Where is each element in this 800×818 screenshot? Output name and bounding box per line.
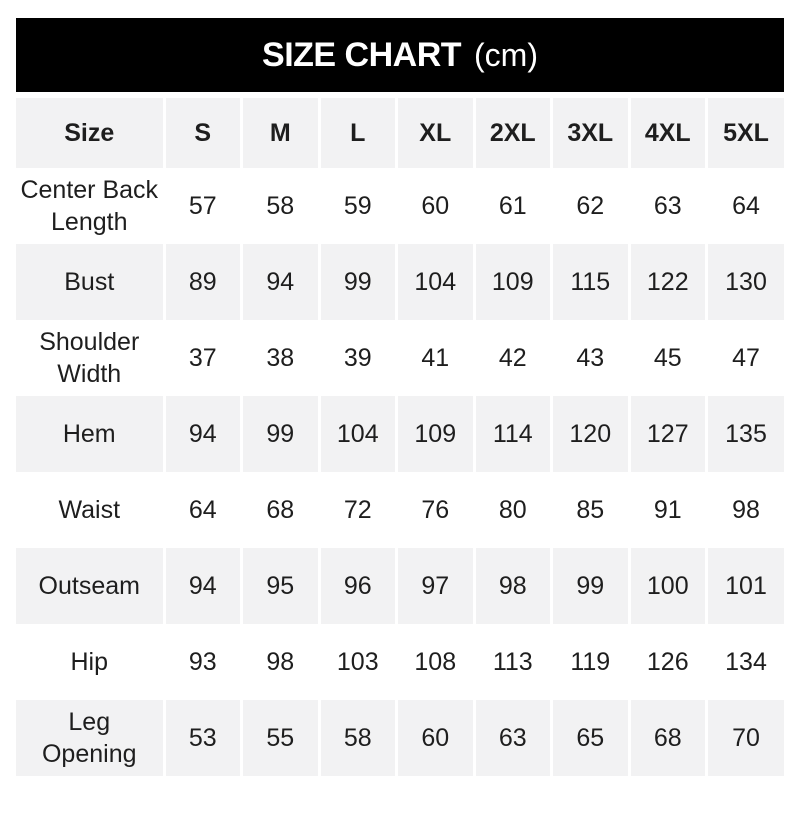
size-value: 97 — [395, 548, 474, 624]
size-value: 103 — [317, 624, 397, 700]
size-value: 61 — [472, 168, 552, 244]
size-value: 42 — [472, 320, 552, 396]
size-value: 98 — [472, 548, 552, 624]
row-label: Hem — [16, 396, 164, 472]
size-value: 108 — [395, 624, 474, 700]
size-value: 119 — [550, 624, 629, 700]
banner-title: SIZE CHART — [262, 35, 462, 74]
size-value: 104 — [317, 396, 397, 472]
table-row: Leg Opening 53 55 58 60 63 65 68 70 — [16, 700, 784, 776]
table-row: Bust 89 94 99 104 109 115 122 130 — [16, 244, 784, 320]
size-value: 101 — [705, 548, 784, 624]
size-value: 99 — [317, 244, 397, 320]
column-header: S — [162, 98, 242, 168]
table-row: Outseam 94 95 96 97 98 99 100 101 — [16, 548, 784, 624]
size-value: 59 — [317, 168, 397, 244]
size-value: 58 — [240, 168, 319, 244]
size-value: 99 — [240, 396, 319, 472]
row-label: Center Back Length — [20, 175, 159, 237]
row-label: Outseam — [16, 548, 164, 624]
size-value: 72 — [317, 472, 397, 548]
size-value: 94 — [162, 548, 242, 624]
size-value: 122 — [627, 244, 707, 320]
size-value: 104 — [395, 244, 474, 320]
banner-unit: (cm) — [474, 36, 538, 73]
size-value: 114 — [472, 396, 552, 472]
size-value: 130 — [705, 244, 784, 320]
size-value: 37 — [162, 320, 242, 396]
size-value: 62 — [550, 168, 629, 244]
size-value: 127 — [627, 396, 707, 472]
size-value: 109 — [395, 396, 474, 472]
size-value: 93 — [162, 624, 242, 700]
size-value: 68 — [240, 472, 319, 548]
size-value: 98 — [705, 472, 784, 548]
row-label: Bust — [16, 244, 164, 320]
table-row: Waist 64 68 72 76 80 85 91 98 — [16, 472, 784, 548]
table-row: Hem 94 99 104 109 114 120 127 135 — [16, 396, 784, 472]
table-row: Shoulder Width 37 38 39 41 42 43 45 47 — [16, 320, 784, 396]
size-value: 113 — [472, 624, 552, 700]
corner-header-size: Size — [16, 98, 164, 168]
size-value: 96 — [317, 548, 397, 624]
size-value: 58 — [317, 700, 397, 776]
size-value: 63 — [627, 168, 707, 244]
size-value: 38 — [240, 320, 319, 396]
size-value: 94 — [162, 396, 242, 472]
column-header: 3XL — [550, 98, 629, 168]
column-header: M — [240, 98, 319, 168]
size-value: 85 — [550, 472, 629, 548]
row-label: Leg Opening — [16, 700, 164, 776]
size-value: 94 — [240, 244, 319, 320]
size-value: 63 — [472, 700, 552, 776]
size-value: 53 — [162, 700, 242, 776]
size-value: 80 — [472, 472, 552, 548]
column-header: 2XL — [472, 98, 552, 168]
size-value: 99 — [550, 548, 629, 624]
size-value: 68 — [627, 700, 707, 776]
row-label: Waist — [58, 495, 121, 524]
size-value: 120 — [550, 396, 629, 472]
size-chart-table: Size S M L XL 2XL 3XL 4XL 5XL Center Back Length… — [16, 98, 784, 776]
header-row: Size S M L XL 2XL 3XL 4XL 5XL — [16, 98, 784, 168]
size-value: 135 — [705, 396, 784, 472]
size-value: 115 — [550, 244, 629, 320]
size-value: 43 — [550, 320, 629, 396]
size-value: 45 — [627, 320, 707, 396]
size-value: 57 — [162, 168, 242, 244]
table-body: Center Back Length 57 58 59 60 61 62 63 64 Bust 89… — [16, 168, 784, 776]
size-value: 91 — [627, 472, 707, 548]
size-value: 55 — [240, 700, 319, 776]
size-value: 60 — [395, 168, 474, 244]
size-value: 95 — [240, 548, 319, 624]
column-header: 5XL — [705, 98, 784, 168]
table-row: Center Back Length 57 58 59 60 61 62 63 64 — [16, 168, 784, 244]
size-value: 64 — [705, 168, 784, 244]
row-label: Shoulder Width — [39, 327, 140, 389]
column-header: L — [317, 98, 397, 168]
size-value: 60 — [395, 700, 474, 776]
size-value: 64 — [162, 472, 242, 548]
size-value: 76 — [395, 472, 474, 548]
table-row: Hip 93 98 103 108 113 119 126 134 — [16, 624, 784, 700]
size-value: 126 — [627, 624, 707, 700]
size-value: 109 — [472, 244, 552, 320]
size-value: 65 — [550, 700, 629, 776]
row-label: Hip — [70, 647, 108, 676]
size-value: 100 — [627, 548, 707, 624]
size-value: 134 — [705, 624, 784, 700]
column-header: XL — [395, 98, 474, 168]
size-chart-banner: SIZE CHART (cm) — [16, 18, 784, 92]
size-value: 89 — [162, 244, 242, 320]
size-value: 39 — [317, 320, 397, 396]
size-value: 41 — [395, 320, 474, 396]
size-value: 47 — [705, 320, 784, 396]
column-header: 4XL — [627, 98, 707, 168]
size-value: 98 — [240, 624, 319, 700]
size-value: 70 — [705, 700, 784, 776]
